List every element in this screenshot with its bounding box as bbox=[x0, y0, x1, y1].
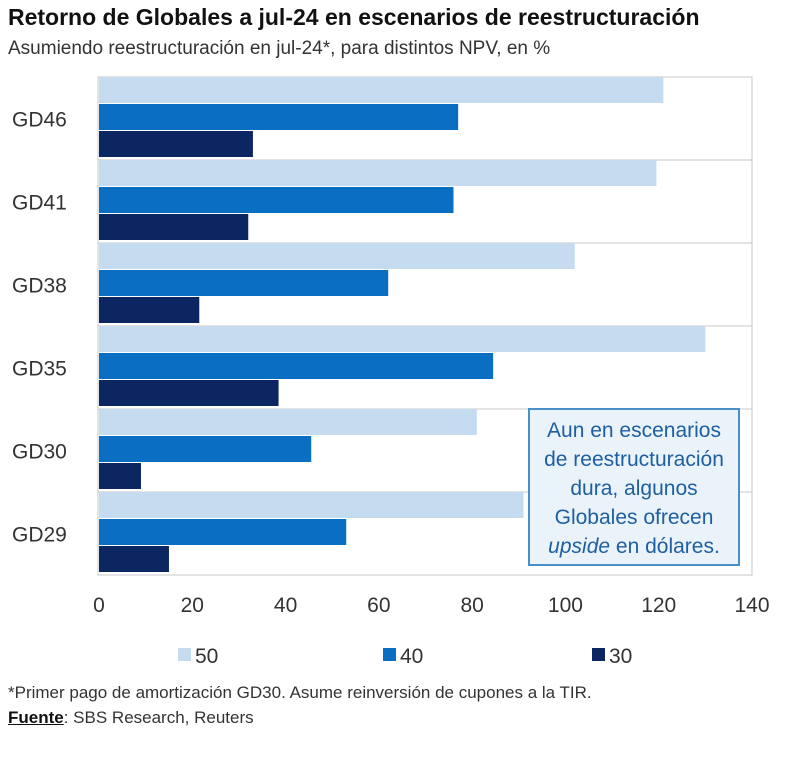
legend-swatch-30 bbox=[592, 648, 605, 661]
source-text: : SBS Research, Reuters bbox=[63, 708, 254, 727]
footnote: *Primer pago de amortización GD30. Asume… bbox=[8, 683, 592, 702]
x-tick-label: 0 bbox=[93, 594, 105, 617]
bar-gd35-npv50 bbox=[99, 326, 706, 352]
annotation-line: dura, algunos bbox=[570, 477, 698, 500]
legend-label-30: 30 bbox=[609, 645, 632, 668]
legend-swatch-50 bbox=[178, 648, 191, 661]
bar-group bbox=[99, 77, 706, 572]
bar-gd30-npv50 bbox=[99, 409, 477, 435]
bar-gd46-npv30 bbox=[99, 131, 253, 157]
x-tick-label: 60 bbox=[367, 594, 390, 617]
bar-gd41-npv40 bbox=[99, 187, 454, 213]
source-label: Fuente bbox=[8, 708, 64, 727]
bar-gd46-npv40 bbox=[99, 104, 459, 130]
legend-swatch-40 bbox=[383, 648, 396, 661]
annotation-emphasis: upside bbox=[548, 535, 611, 558]
bar-gd35-npv30 bbox=[99, 380, 279, 406]
bar-gd35-npv40 bbox=[99, 353, 494, 379]
x-tick-label: 40 bbox=[274, 594, 297, 617]
category-label: GD38 bbox=[12, 275, 67, 298]
x-axis-ticks: 0 20 40 60 80 100 120 140 bbox=[93, 594, 769, 617]
category-labels: GD46 GD41 GD38 GD35 GD30 GD29 bbox=[12, 109, 67, 547]
x-tick-label: 80 bbox=[460, 594, 483, 617]
annotation-line: upside en dólares. bbox=[530, 532, 738, 561]
bar-gd46-npv50 bbox=[99, 77, 664, 103]
category-label: GD29 bbox=[12, 524, 67, 547]
legend-label-50: 50 bbox=[195, 645, 218, 668]
chart-title: Retorno de Globales a jul-24 en escenari… bbox=[8, 4, 700, 30]
bar-gd38-npv40 bbox=[99, 270, 389, 296]
annotation-line: Aun en escenarios bbox=[547, 419, 721, 442]
source-line: Fuente: SBS Research, Reuters bbox=[8, 708, 254, 728]
bar-gd29-npv30 bbox=[99, 546, 169, 572]
chart-subtitle: Asumiendo reestructuración en jul-24*, p… bbox=[8, 38, 551, 59]
category-label: GD30 bbox=[12, 441, 67, 464]
annotation-box: Aun en escenarios de reestructuración du… bbox=[528, 408, 740, 566]
legend: 50 40 30 bbox=[178, 645, 632, 668]
bar-gd38-npv30 bbox=[99, 297, 200, 323]
bar-gd38-npv50 bbox=[99, 243, 575, 269]
category-label: GD35 bbox=[12, 358, 67, 381]
x-tick-label: 100 bbox=[548, 594, 583, 617]
x-tick-label: 120 bbox=[641, 594, 676, 617]
bar-gd41-npv50 bbox=[99, 160, 657, 186]
category-label: GD41 bbox=[12, 192, 67, 215]
bar-gd29-npv50 bbox=[99, 492, 524, 518]
annotation-line: de reestructuración bbox=[544, 448, 724, 471]
annotation-line-rest: en dólares. bbox=[610, 535, 720, 558]
category-label: GD46 bbox=[12, 109, 67, 132]
x-tick-label: 140 bbox=[734, 594, 769, 617]
bar-gd30-npv30 bbox=[99, 463, 141, 489]
legend-label-40: 40 bbox=[400, 645, 423, 668]
annotation-line: Globales ofrecen bbox=[554, 506, 714, 529]
bar-gd29-npv40 bbox=[99, 519, 347, 545]
bar-gd41-npv30 bbox=[99, 214, 249, 240]
bar-gd30-npv40 bbox=[99, 436, 312, 462]
x-tick-label: 20 bbox=[181, 594, 204, 617]
